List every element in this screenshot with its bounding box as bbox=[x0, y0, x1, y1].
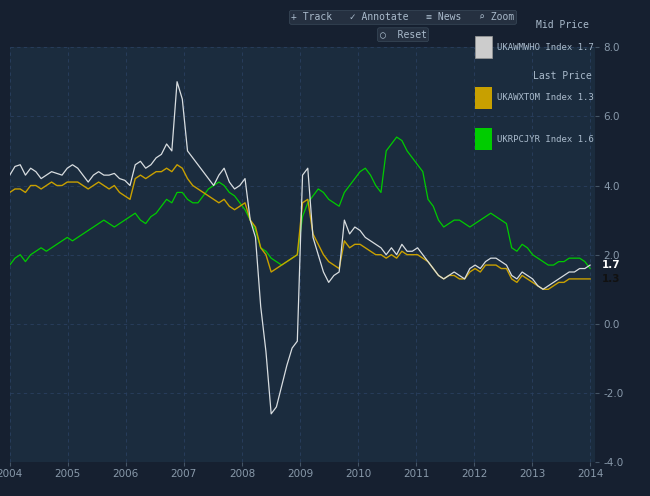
Text: ○  Reset: ○ Reset bbox=[380, 30, 426, 40]
Bar bbox=[475, 87, 492, 109]
Text: Last Price: Last Price bbox=[534, 71, 592, 81]
Text: 1.7: 1.7 bbox=[602, 260, 620, 270]
Text: UKAWXTOM Index 1.3: UKAWXTOM Index 1.3 bbox=[497, 93, 594, 102]
Text: + Track   ✓ Annotate   ≡ News   ⌕ Zoom: + Track ✓ Annotate ≡ News ⌕ Zoom bbox=[291, 12, 515, 22]
Text: UKAWMWHO Index 1.7: UKAWMWHO Index 1.7 bbox=[497, 43, 594, 52]
Text: 1.3: 1.3 bbox=[602, 274, 620, 284]
Bar bbox=[475, 36, 492, 58]
Text: Mid Price: Mid Price bbox=[536, 20, 589, 30]
Bar bbox=[475, 128, 492, 150]
Text: UKRPCJYR Index 1.6: UKRPCJYR Index 1.6 bbox=[497, 135, 594, 144]
